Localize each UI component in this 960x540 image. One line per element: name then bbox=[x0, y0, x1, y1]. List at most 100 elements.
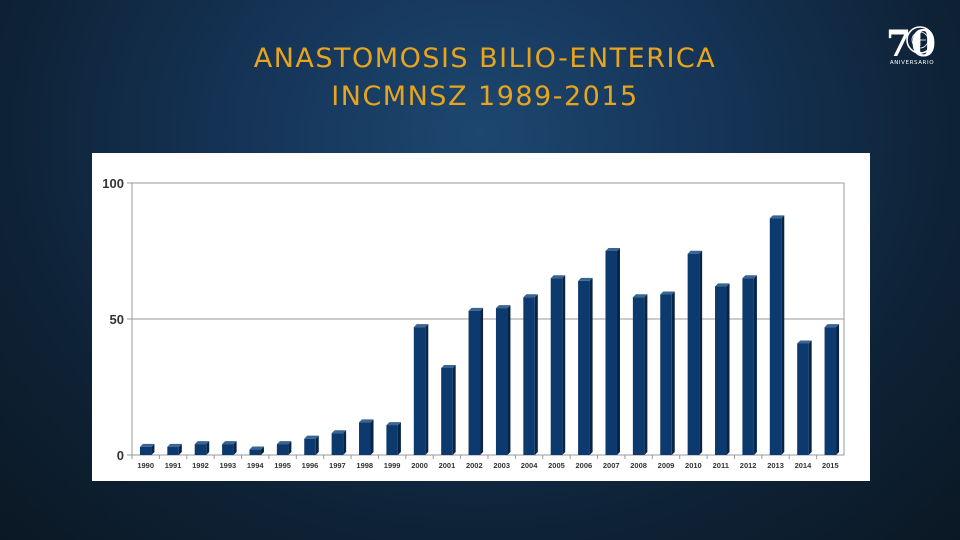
bar bbox=[605, 248, 620, 455]
bar-side bbox=[753, 275, 757, 455]
bar-face bbox=[139, 446, 152, 455]
bar-top bbox=[386, 422, 401, 426]
bar-face bbox=[550, 278, 563, 455]
anniversary-70-logo-icon: 70 bbox=[886, 23, 936, 65]
bar-face bbox=[824, 327, 837, 455]
bar-top bbox=[742, 275, 757, 279]
bar-side bbox=[589, 277, 593, 455]
x-tick-label: 2007 bbox=[603, 461, 620, 470]
bar-side bbox=[836, 324, 840, 455]
bar-face bbox=[797, 343, 809, 455]
bar bbox=[304, 435, 319, 455]
bar-side bbox=[726, 283, 730, 455]
x-tick-label: 1995 bbox=[274, 461, 291, 470]
bar-top bbox=[797, 340, 812, 344]
bar-face bbox=[605, 251, 617, 455]
bar-top bbox=[139, 443, 155, 447]
bar-top bbox=[468, 307, 484, 311]
bar-top bbox=[660, 291, 675, 295]
y-tick-label: 0 bbox=[117, 448, 124, 463]
bar-top bbox=[249, 446, 264, 450]
bar bbox=[167, 443, 182, 455]
x-tick-label: 1992 bbox=[192, 461, 209, 470]
bar-side bbox=[808, 340, 812, 455]
bar-side bbox=[562, 275, 566, 455]
bar bbox=[769, 215, 785, 455]
bar-side bbox=[507, 305, 511, 455]
bar-top bbox=[523, 294, 538, 298]
bar-face bbox=[167, 446, 179, 455]
bar-face bbox=[687, 253, 700, 455]
y-tick-label: 100 bbox=[102, 176, 124, 191]
bar bbox=[715, 283, 730, 455]
bar-face bbox=[769, 218, 782, 455]
bar bbox=[523, 294, 538, 455]
bar-face bbox=[359, 422, 371, 455]
bar-face bbox=[495, 308, 508, 455]
bar-top bbox=[632, 294, 648, 298]
bar-face bbox=[523, 297, 535, 455]
x-tick-label: 1990 bbox=[137, 461, 154, 470]
bar-side bbox=[699, 250, 703, 455]
bar-top bbox=[578, 277, 593, 281]
bar bbox=[222, 441, 237, 455]
x-tick-label: 1998 bbox=[356, 461, 373, 470]
x-tick-label: 2005 bbox=[548, 461, 565, 470]
x-tick-label: 2004 bbox=[521, 461, 539, 470]
x-tick-label: 2001 bbox=[439, 461, 456, 470]
bar-side bbox=[781, 215, 785, 455]
bar-top bbox=[687, 250, 703, 254]
logo-caption: ANIVERSARIO bbox=[889, 60, 935, 66]
slide-title-line-2: INCMNSZ 1989-2015 bbox=[331, 81, 639, 112]
bar-top bbox=[769, 215, 785, 219]
bar bbox=[660, 291, 675, 455]
bar-top bbox=[304, 435, 319, 439]
bar-face bbox=[276, 444, 289, 455]
bar-top bbox=[441, 364, 456, 368]
bar-side bbox=[452, 364, 456, 455]
bar-top bbox=[276, 441, 292, 445]
bar-side bbox=[616, 248, 620, 455]
bar bbox=[413, 324, 429, 455]
bar-side bbox=[397, 422, 401, 455]
x-tick-label: 2009 bbox=[658, 461, 675, 470]
bar-face bbox=[194, 444, 207, 455]
bar bbox=[276, 441, 292, 455]
bar-top bbox=[331, 430, 347, 434]
bar bbox=[139, 443, 155, 455]
slide-title: ANASTOMOSIS BILIO-ENTERICA INCMNSZ 1989-… bbox=[150, 40, 820, 116]
y-axis-ticks: 0 50 100 bbox=[102, 176, 124, 463]
bar-face bbox=[468, 310, 481, 455]
bar-face bbox=[331, 433, 344, 455]
x-tick-label: 1997 bbox=[329, 461, 346, 470]
bar bbox=[468, 307, 484, 455]
bar-side bbox=[178, 443, 182, 455]
bar bbox=[194, 441, 210, 455]
bar bbox=[742, 275, 757, 455]
bar bbox=[632, 294, 648, 455]
bar-face bbox=[222, 444, 234, 455]
bar-side bbox=[370, 419, 374, 455]
bar-side bbox=[288, 441, 292, 455]
bar-face bbox=[249, 449, 261, 455]
x-tick-label: 1993 bbox=[220, 461, 237, 470]
bar-top bbox=[167, 443, 182, 447]
x-axis-ticks: 1990 1991 1992 1993 1994 1995 1996 1997 1998 1999… bbox=[131, 455, 839, 470]
bar-side bbox=[480, 307, 484, 455]
bar-face bbox=[660, 294, 672, 455]
bar bbox=[359, 419, 374, 455]
bar-top bbox=[194, 441, 210, 445]
chart-panel: 0 50 100 1990 1991 1992 1993 1994 1995 1996 1997 1… bbox=[92, 153, 870, 481]
bar bbox=[578, 277, 593, 455]
chart-bars bbox=[139, 215, 840, 455]
bar bbox=[495, 305, 511, 455]
x-tick-label: 2010 bbox=[685, 461, 702, 470]
bar-face bbox=[441, 367, 453, 455]
bar-side bbox=[233, 441, 237, 455]
chart-gridlines bbox=[127, 182, 845, 456]
bar-side bbox=[260, 446, 264, 455]
bar-top bbox=[413, 324, 429, 328]
bar bbox=[797, 340, 812, 455]
x-tick-label: 1999 bbox=[384, 461, 401, 470]
y-tick-label: 50 bbox=[110, 312, 124, 327]
